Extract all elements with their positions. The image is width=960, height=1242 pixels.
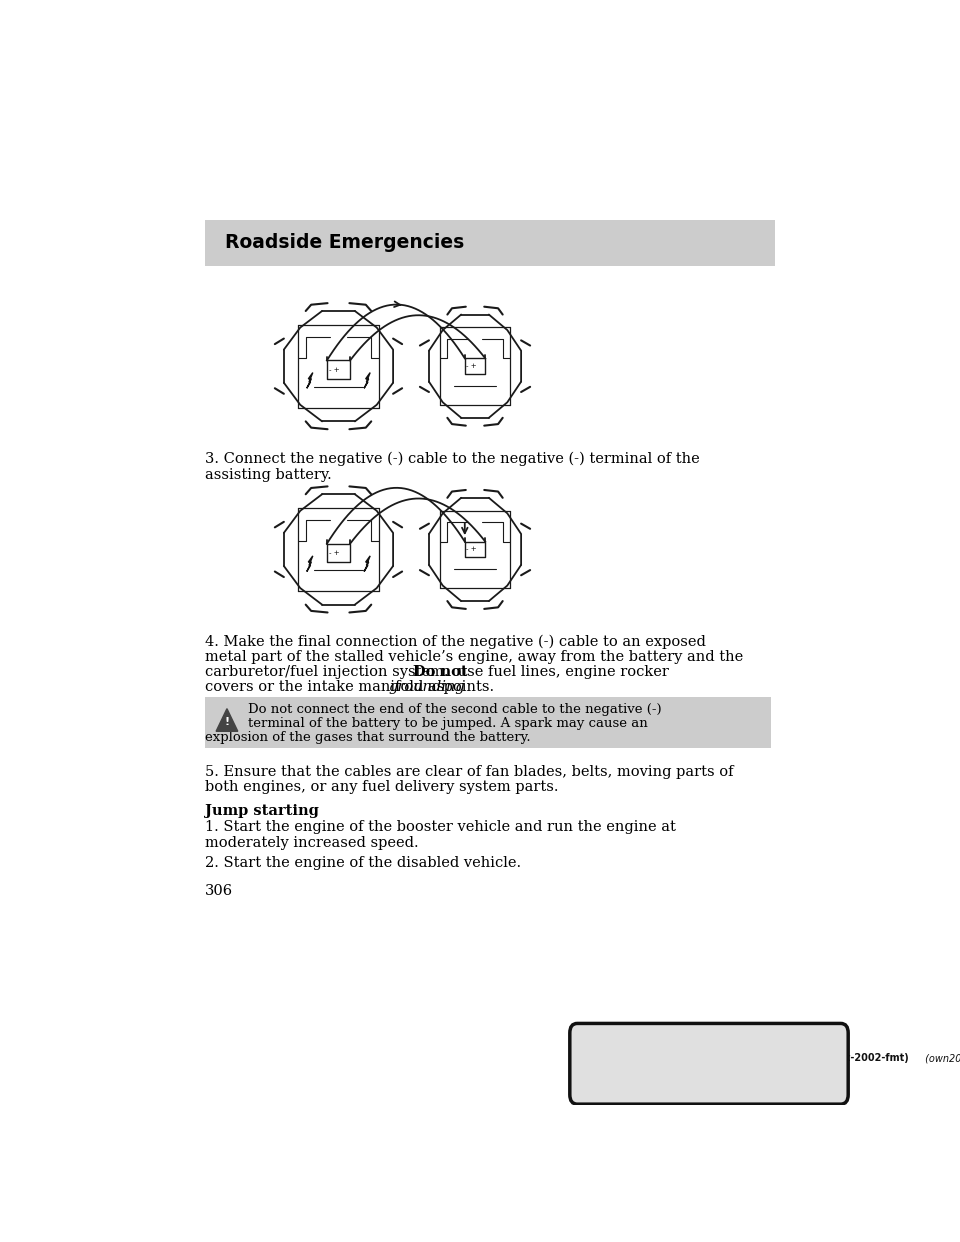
Bar [205,697,771,748]
Polygon shape [216,709,238,732]
Text: Owners Guide (post-2002-fmt): Owners Guide (post-2002-fmt) [738,1053,909,1063]
Text: use fuel lines, engine rocker: use fuel lines, engine rocker [453,664,669,679]
Polygon shape [364,373,371,389]
Text: covers or the intake manifold as: covers or the intake manifold as [205,681,449,694]
Text: grounding: grounding [389,681,466,694]
Polygon shape [364,556,371,571]
Text: - +: - + [329,550,340,556]
Text: moderately increased speed.: moderately increased speed. [205,836,419,850]
Text: - +: - + [467,363,477,369]
Text: Roadside Emergencies: Roadside Emergencies [225,233,464,252]
Text: carburetor/fuel injection system.: carburetor/fuel injection system. [205,664,453,679]
Text: explosion of the gases that surround the battery.: explosion of the gases that surround the… [205,732,531,744]
Text: points.: points. [439,681,493,694]
FancyBboxPatch shape [570,1023,849,1104]
Text: metal part of the stalled vehicle’s engine, away from the battery and the: metal part of the stalled vehicle’s engi… [205,650,743,663]
Text: 306: 306 [205,883,233,898]
Text: (own2002),: (own2002), [923,1053,960,1063]
Text: 4. Make the final connection of the negative (-) cable to an exposed: 4. Make the final connection of the nega… [205,635,707,648]
Text: 5. Ensure that the cables are clear of fan blades, belts, moving parts of: 5. Ensure that the cables are clear of f… [205,765,733,779]
Polygon shape [307,556,313,571]
Text: carmanualsonline.info: carmanualsonline.info [732,1088,849,1098]
Polygon shape [307,373,313,389]
Text: REVIEW COPY: REVIEW COPY [588,1040,657,1049]
Text: terminal of the battery to be jumped. A spark may cause an: terminal of the battery to be jumped. A … [248,718,648,730]
Text: 3. Connect the negative (-) cable to the negative (-) terminal of the
assisting : 3. Connect the negative (-) cable to the… [205,452,700,482]
Bar [205,220,775,266]
Text: (fus): (fus) [690,1067,715,1077]
Text: Jump starting: Jump starting [205,804,319,817]
Text: Market:: Market: [588,1067,633,1077]
Text: - +: - + [329,366,340,373]
Text: - +: - + [467,546,477,553]
Text: USA  English: USA English [629,1067,699,1077]
Text: !: ! [225,717,229,727]
Text: 2005 Aviator f/k/a Navigator LS: 2005 Aviator f/k/a Navigator LS [588,1053,764,1063]
Text: (231),: (231), [711,1053,741,1063]
Text: 2. Start the engine of the disabled vehicle.: 2. Start the engine of the disabled vehi… [205,856,521,869]
Text: both engines, or any fuel delivery system parts.: both engines, or any fuel delivery syste… [205,780,559,795]
Text: Do not: Do not [413,664,468,679]
Text: Do not connect the end of the second cable to the negative (-): Do not connect the end of the second cab… [248,703,661,717]
Text: 1. Start the engine of the booster vehicle and run the engine at: 1. Start the engine of the booster vehic… [205,821,676,835]
